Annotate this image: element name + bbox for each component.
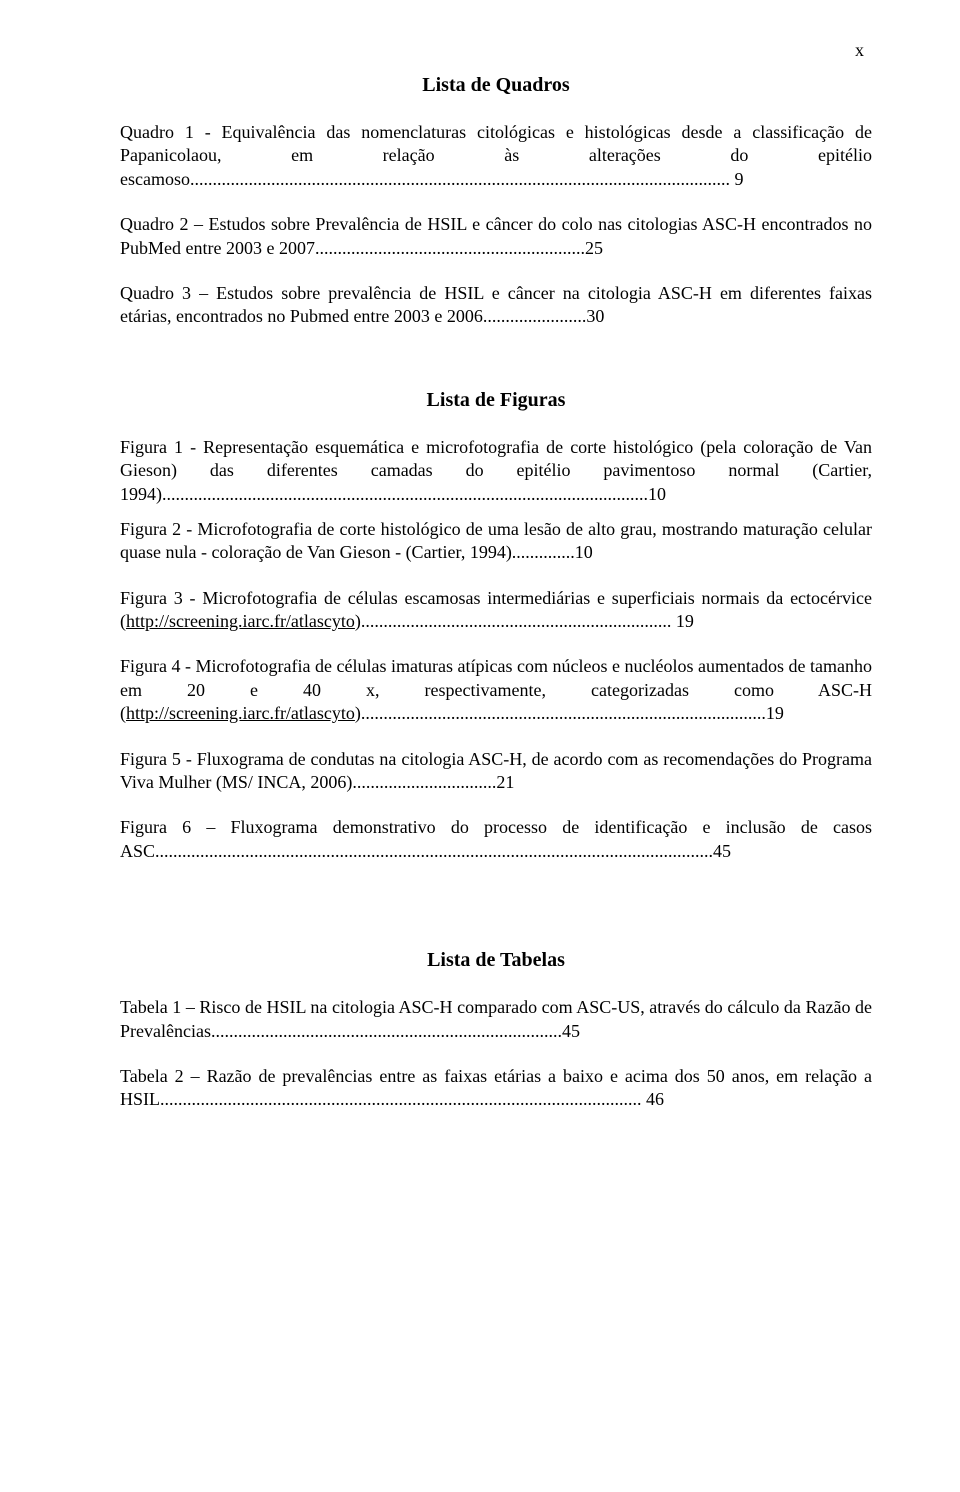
document-page: x Lista de Quadros Quadro 1 - Equivalênc… xyxy=(0,0,960,1492)
quadro-entry: Quadro 3 – Estudos sobre prevalência de … xyxy=(120,282,872,329)
figura3-link[interactable]: http://screening.iarc.fr/atlascyto xyxy=(126,611,355,631)
section-title-tabelas: Lista de Tabelas xyxy=(120,949,872,972)
figura-entry: Figura 5 - Fluxograma de condutas na cit… xyxy=(120,748,872,795)
page-number: x xyxy=(855,40,864,61)
quadro-entry: Quadro 1 - Equivalência das nomenclatura… xyxy=(120,121,872,191)
figura4-link[interactable]: http://screening.iarc.fr/atlascyto xyxy=(126,703,355,723)
section-title-quadros: Lista de Quadros xyxy=(120,74,872,97)
section-title-figuras: Lista de Figuras xyxy=(120,389,872,412)
tabela-entry: Tabela 2 – Razão de prevalências entre a… xyxy=(120,1065,872,1112)
figura-entry: Figura 6 – Fluxograma demonstrativo do p… xyxy=(120,816,872,863)
quadro-entry: Quadro 2 – Estudos sobre Prevalência de … xyxy=(120,213,872,260)
figura-entry: Figura 2 - Microfotografia de corte hist… xyxy=(120,518,872,565)
figura-entry: Figura 4 - Microfotografia de células im… xyxy=(120,655,872,725)
figura-entry: Figura 1 - Representação esquemática e m… xyxy=(120,436,872,506)
figura-entry: Figura 3 - Microfotografia de células es… xyxy=(120,587,872,634)
figura3-text-post: ).......................................… xyxy=(355,611,694,631)
figura4-text-post: ).......................................… xyxy=(355,703,784,723)
tabela-entry: Tabela 1 – Risco de HSIL na citologia AS… xyxy=(120,996,872,1043)
